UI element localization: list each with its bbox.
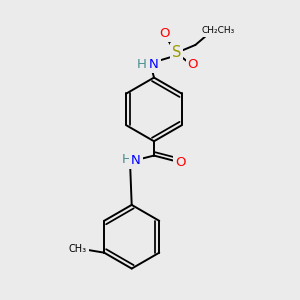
Text: N: N [131,154,141,167]
Text: CH₃: CH₃ [69,244,87,254]
Text: O: O [175,156,185,169]
Text: H: H [137,58,147,70]
Text: O: O [159,27,169,40]
Text: H: H [122,153,132,166]
Text: S: S [172,45,181,60]
Text: O: O [188,58,198,70]
Text: N: N [149,58,158,70]
Text: CH₂CH₃: CH₂CH₃ [202,26,235,35]
